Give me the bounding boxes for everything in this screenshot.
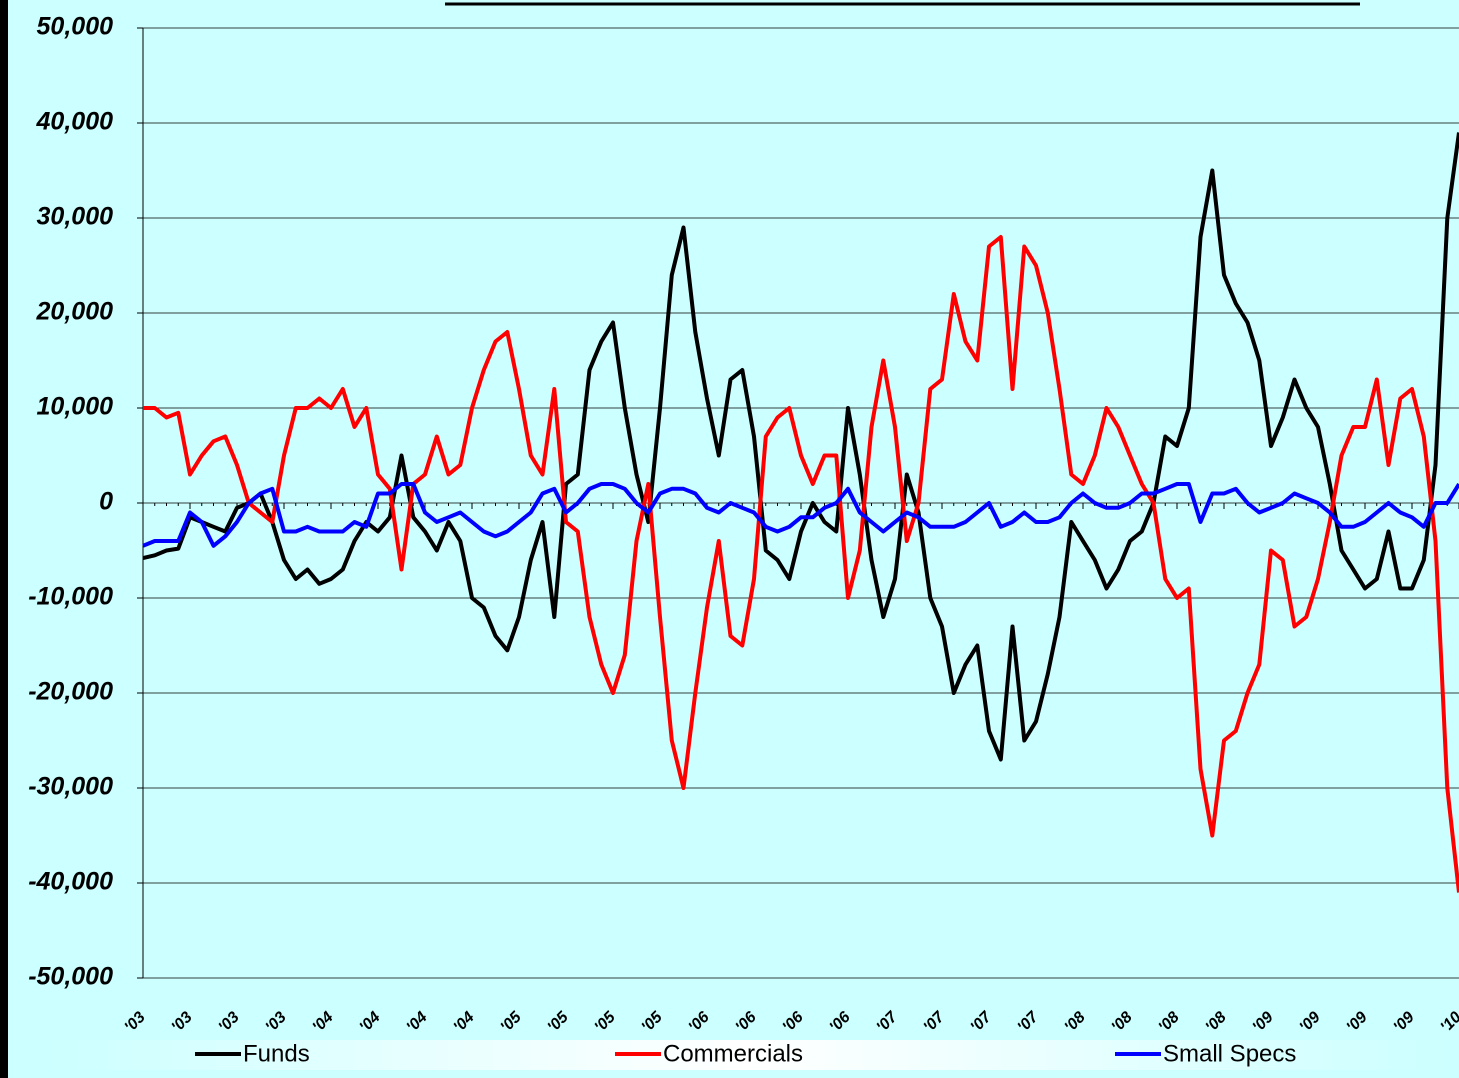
legend-label: Funds	[243, 1040, 310, 1067]
y-tick-label: -30,000	[28, 773, 113, 801]
y-tick-label: 0	[99, 488, 113, 516]
legend-label: Small Specs	[1163, 1040, 1296, 1067]
y-tick-label: -20,000	[28, 678, 113, 706]
y-tick-label: 30,000	[37, 203, 114, 231]
series-line	[143, 235, 1459, 893]
frame-edge	[0, 0, 8, 1078]
y-tick-label: 50,000	[37, 13, 114, 41]
legend-box	[42, 1040, 1452, 1070]
legend-label: Commercials	[663, 1040, 803, 1067]
y-tick-label: -40,000	[28, 868, 113, 896]
y-tick-label: 10,000	[37, 393, 114, 421]
y-tick-label: 40,000	[36, 108, 114, 136]
y-tick-label: -50,000	[28, 963, 113, 991]
y-tick-label: 20,000	[36, 298, 114, 326]
series-line	[142, 132, 1459, 762]
y-tick-label: -10,000	[28, 583, 113, 611]
plot-lines	[142, 132, 1459, 893]
series-line	[142, 482, 1459, 548]
